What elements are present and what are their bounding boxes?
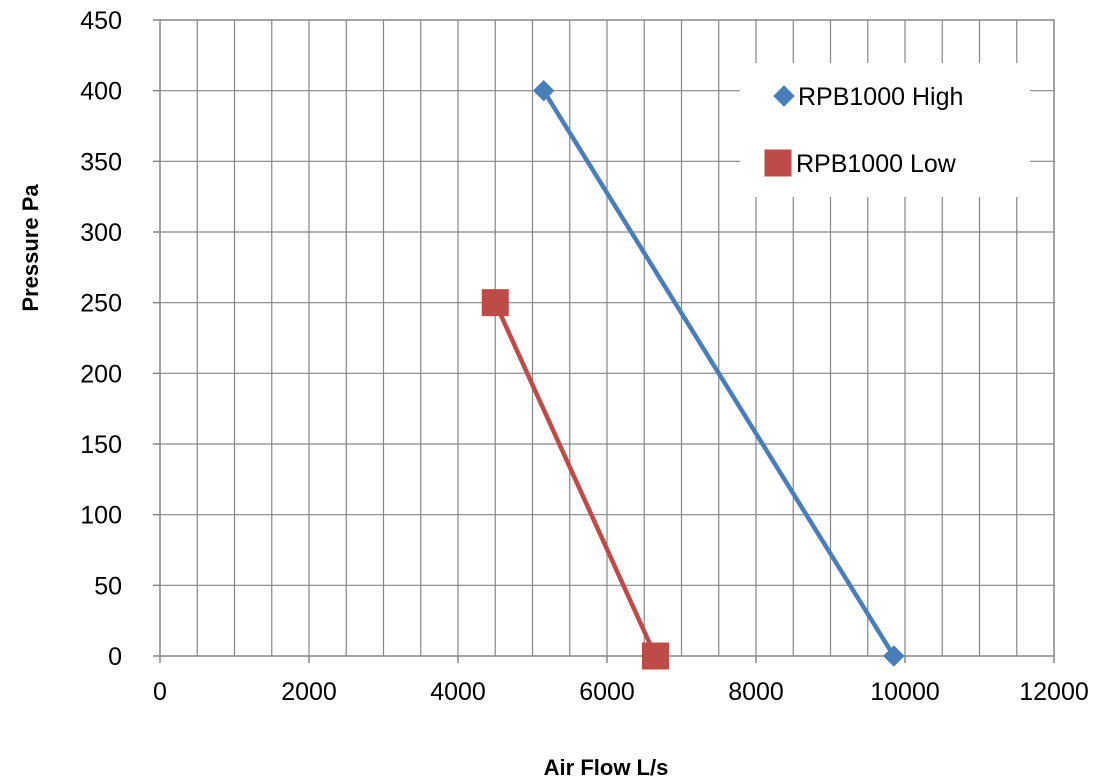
y-tick-label: 250 [80,290,122,318]
x-tick-label: 2000 [281,678,337,706]
y-tick-label: 0 [108,643,122,671]
y-axis-title: Pressure Pa [18,184,43,312]
series-layer [481,79,905,670]
y-tick-label: 350 [80,148,122,176]
x-axis-ticks [159,656,1055,663]
legend-item: RPB1000 High [773,83,963,111]
series-line [541,89,896,658]
data-point-square [641,642,669,670]
legend-label: RPB1000 High [798,83,963,111]
x-tick-label: 4000 [430,678,486,706]
legend-marker-square [764,149,792,177]
x-tick-label: 12000 [1019,678,1089,706]
y-tick-label: 200 [80,360,122,388]
major-gridlines [160,20,1054,656]
x-tick-label: 10000 [870,678,940,706]
x-tick-label: 0 [153,678,167,706]
y-tick-label: 300 [80,219,122,247]
legend: RPB1000 High RPB1000 Low [740,63,1030,197]
y-tick-label: 400 [80,78,122,106]
x-axis-tick-labels: 0 2000 4000 6000 8000 10000 12000 [153,678,1089,706]
y-axis-ticks [153,19,160,657]
y-tick-label: 450 [80,7,122,35]
minor-gridlines [196,20,1018,656]
legend-items: RPB1000 High RPB1000 Low [764,83,963,178]
series-line [493,301,658,657]
y-tick-label: 50 [94,572,122,600]
series-rpb1000-high [532,79,905,667]
data-point-square [481,289,509,317]
legend-marker-diamond [773,85,795,107]
y-tick-label: 150 [80,431,122,459]
y-tick-label: 100 [80,502,122,530]
x-tick-label: 6000 [579,678,635,706]
series-rpb1000-low [481,289,669,670]
y-axis-tick-labels: 0 50 100 150 200 250 300 350 400 450 [80,7,122,671]
data-point-diamond [532,79,555,102]
x-axis-title: Air Flow L/s [544,755,669,780]
legend-label: RPB1000 Low [796,150,957,178]
x-tick-label: 8000 [728,678,784,706]
data-point-diamond [883,645,905,667]
legend-item: RPB1000 Low [764,149,957,178]
